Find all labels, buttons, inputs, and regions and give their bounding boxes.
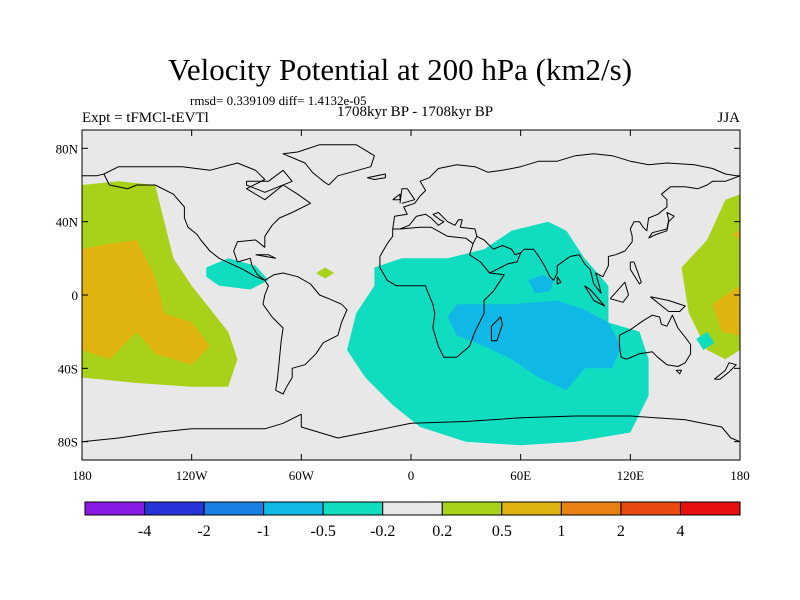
experiment-label: Expt = tFMCl-tEVTl: [82, 110, 209, 126]
contour-region: [316, 267, 335, 279]
colorbar-label: 1: [557, 523, 565, 540]
coastline-segment: [556, 276, 562, 285]
coastline-segment: [609, 281, 629, 303]
coastline-segment: [246, 169, 293, 193]
colorbar: -4 -2 -1 -0.5 -0.2 0.2 0.5 1 2 4: [84, 501, 741, 540]
colorbar-label: 0.2: [432, 523, 452, 540]
colorbar-label: 0.5: [492, 523, 512, 540]
coastline-segment: [675, 369, 682, 375]
colorbar-label: -2: [197, 523, 210, 540]
lat-tick-label: 0: [72, 288, 79, 303]
colorbar-swatch: [263, 501, 324, 516]
axis-ticks: 180 120W 60W 0 60E 120E 180 80N 40N 0 40S 80S: [56, 130, 750, 483]
colorbar-swatch: [501, 501, 562, 516]
coastline-segment: [262, 272, 348, 395]
contour-region: [712, 285, 740, 336]
contour-region: [82, 240, 210, 365]
coastline-segment: [650, 296, 686, 312]
coastline-segment: [82, 413, 302, 443]
lon-tick-label: 60W: [289, 468, 315, 483]
colorbar-label: -4: [138, 523, 151, 540]
lon-tick-label: 60E: [510, 468, 531, 483]
coastline-segment: [366, 173, 386, 180]
coastline-segment: [399, 188, 416, 204]
lon-tick-label: 120E: [617, 468, 645, 483]
lon-tick-label: 0: [408, 468, 415, 483]
colorbar-swatch: [203, 501, 265, 516]
colorbar-swatch: [144, 501, 205, 516]
coastline-segment: [392, 153, 740, 230]
colorbar-swatch: [679, 501, 741, 516]
colorbar-label: -1: [257, 523, 270, 540]
coastline-segment: [520, 175, 740, 294]
contour-fills: [82, 181, 740, 446]
coastline-segment: [300, 414, 740, 443]
lat-tick-label: 80S: [58, 435, 78, 450]
contour-region: [447, 300, 622, 391]
coastline-segment: [82, 173, 105, 177]
coastline-segment: [379, 226, 505, 358]
coastline-segment: [476, 235, 522, 274]
lon-tick-label: 120W: [176, 468, 209, 483]
coastline-segment: [399, 212, 478, 244]
colorbar-label: -0.5: [311, 523, 336, 540]
stats-line: rmsd= 0.339109 diff= 1.4132e-05: [190, 93, 367, 108]
contour-region: [696, 331, 715, 350]
colorbar-swatch: [84, 501, 146, 516]
colorbar-swatch: [382, 501, 443, 516]
season-label: JJA: [717, 110, 740, 126]
coastline-segment: [490, 316, 503, 342]
colorbar-label: 2: [617, 523, 625, 540]
figure-title: Velocity Potential at 200 hPa (km2/s): [167, 52, 633, 87]
lon-tick-label: 180: [730, 468, 750, 483]
coastline-segment: [629, 261, 642, 285]
coastline-segment: [103, 162, 311, 281]
contour-region: [528, 274, 554, 294]
contour-region: [206, 258, 269, 290]
lat-tick-label: 40S: [58, 361, 78, 376]
coastline-segment: [392, 193, 401, 201]
colorbar-swatch: [441, 501, 503, 516]
coastline-segment: [618, 314, 692, 367]
coastline-segment: [584, 285, 606, 307]
lat-tick-label: 40N: [56, 215, 79, 230]
colorbar-label: -0.2: [370, 523, 395, 540]
contour-region: [732, 230, 740, 240]
colorbar-swatch: [322, 501, 384, 516]
period-label: 1708kyr BP - 1708kyr BP: [336, 104, 494, 120]
coastline-segment: [255, 254, 277, 259]
coastlines: [82, 144, 740, 443]
colorbar-label: 4: [676, 523, 684, 540]
coastline-segment: [282, 144, 375, 186]
lon-tick-label: 180: [72, 468, 92, 483]
coastline-segment: [714, 362, 737, 380]
colorbar-swatch: [620, 501, 681, 516]
coastline-segment: [648, 212, 675, 239]
colorbar-swatch: [560, 501, 622, 516]
lat-tick-label: 80N: [56, 141, 79, 156]
